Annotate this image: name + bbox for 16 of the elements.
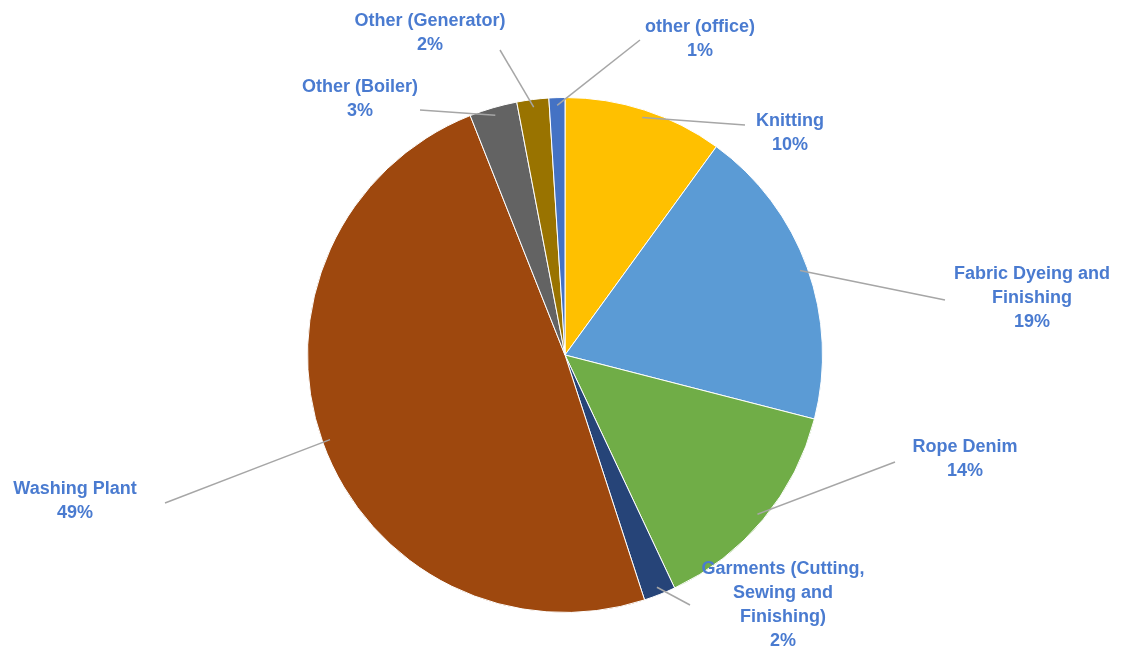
slice-label: Washing Plant bbox=[13, 477, 137, 498]
slice-label: Rope Denim bbox=[912, 435, 1018, 456]
data-label: 10% bbox=[771, 133, 809, 154]
data-label: 2% bbox=[769, 629, 797, 650]
slice-label: Fabric Dyeing and Finishing bbox=[953, 262, 1111, 307]
slice-label: Other (Boiler) bbox=[301, 75, 419, 96]
data-label: 14% bbox=[946, 459, 984, 480]
data-label: 3% bbox=[346, 99, 374, 120]
data-label: 2% bbox=[416, 33, 444, 54]
slice-label: other (office) bbox=[645, 15, 755, 36]
data-label: 1% bbox=[686, 39, 714, 60]
slice-label: Garments (Cutting, Sewing and Finishing) bbox=[701, 557, 865, 626]
slice-label: Other (Generator) bbox=[354, 9, 506, 30]
data-label: 19% bbox=[1013, 310, 1051, 331]
data-label: 49% bbox=[56, 501, 94, 522]
slice-label: Knitting bbox=[756, 109, 824, 130]
